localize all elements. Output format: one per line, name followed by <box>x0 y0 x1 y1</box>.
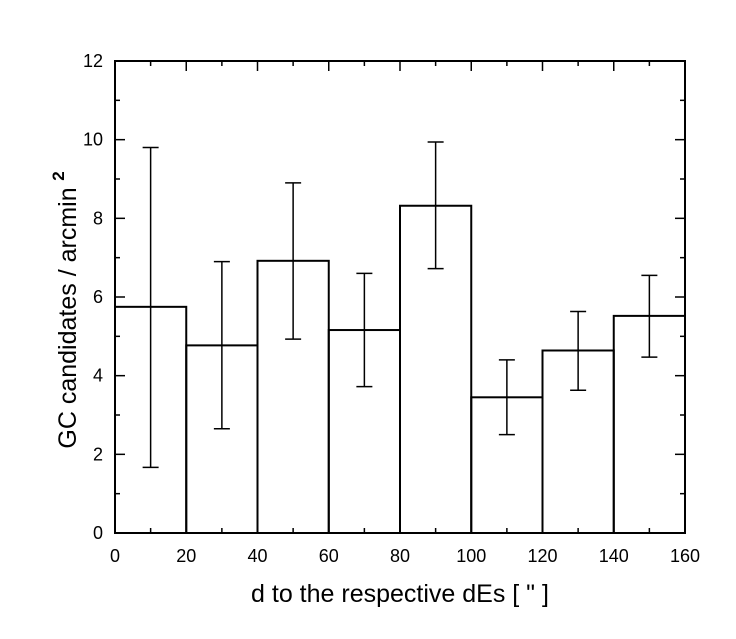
x-axis-label: d to the respective dEs [ " ] <box>251 580 549 608</box>
y-tick-label: 2 <box>93 444 103 464</box>
error-bar-6 <box>498 359 515 436</box>
y-axis-label-superscript: 2 <box>49 171 68 180</box>
error-bars <box>142 141 658 469</box>
y-axis-label: GC candidates / arcmin <box>54 187 82 448</box>
x-tick-label: 80 <box>390 546 410 566</box>
y-tick-label: 8 <box>93 208 103 228</box>
y-tick-label: 4 <box>93 366 103 386</box>
y-axis-label-group: GC candidates / arcmin 2 <box>49 171 82 448</box>
y-tick-label: 0 <box>93 523 103 543</box>
x-tick-label: 140 <box>599 546 629 566</box>
x-tick-label: 100 <box>456 546 486 566</box>
error-bar-4 <box>356 272 373 388</box>
x-tick-label: 40 <box>247 546 267 566</box>
y-tick-label: 6 <box>93 287 103 307</box>
x-tick-label: 0 <box>110 546 120 566</box>
x-tick-label: 60 <box>319 546 339 566</box>
error-bar-5 <box>427 141 444 270</box>
y-tick-label: 10 <box>83 130 103 150</box>
error-bar-3 <box>285 182 302 340</box>
y-tick-label: 12 <box>83 51 103 71</box>
error-bar-8 <box>641 274 658 358</box>
error-bar-7 <box>570 310 587 391</box>
error-bar-1 <box>142 146 159 469</box>
histogram-bars <box>114 204 686 535</box>
y-tick-labels: 0 2 4 6 8 10 12 <box>83 51 103 543</box>
x-tick-label: 20 <box>176 546 196 566</box>
error-bar-2 <box>213 260 230 430</box>
plot-frame <box>114 60 686 534</box>
x-tick-label: 160 <box>670 546 700 566</box>
x-tick-labels: 0 20 40 60 80 100 120 140 160 <box>110 546 700 566</box>
x-tick-label: 120 <box>527 546 557 566</box>
